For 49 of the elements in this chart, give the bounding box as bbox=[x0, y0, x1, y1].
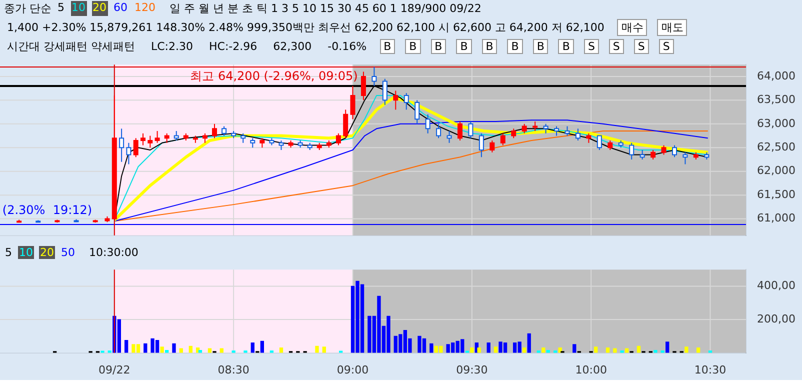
y-tick-label: 64,000 bbox=[757, 69, 796, 82]
text: 60 bbox=[112, 1, 128, 16]
x-tick-label: 09:00 bbox=[336, 363, 369, 376]
text: 62,300 bbox=[272, 40, 313, 53]
text: B bbox=[456, 39, 472, 54]
x-tick-label: 09/22 bbox=[98, 363, 130, 376]
text: 5 bbox=[56, 1, 66, 16]
text: 10 bbox=[18, 246, 34, 259]
y-tick-label: 63,500 bbox=[757, 93, 796, 106]
text: B bbox=[532, 39, 548, 54]
y-tick-label: 63,000 bbox=[757, 116, 796, 130]
text: HC:-2.96 bbox=[208, 40, 258, 53]
text: B bbox=[558, 39, 574, 54]
x-tick-label: 09:30 bbox=[456, 363, 488, 376]
annotation: (2.30% 19:12) bbox=[2, 202, 92, 217]
text: S bbox=[608, 39, 624, 54]
text: 10:30:00 bbox=[88, 246, 140, 259]
y-tick-label: 61,500 bbox=[757, 188, 796, 201]
x-tick-label: 08:30 bbox=[218, 363, 250, 376]
text: 20 bbox=[92, 1, 108, 16]
text: 120 bbox=[134, 1, 156, 16]
legend-title: 종가 단순 bbox=[4, 1, 52, 16]
y-tick-label: 61,000 bbox=[757, 212, 796, 225]
text: 일 주 월 년 분 초 틱 1 3 5 10 15 30 45 60 1 189/900 09/22 bbox=[168, 1, 482, 16]
text: S bbox=[634, 39, 649, 54]
y-tick-label: 62,000 bbox=[757, 164, 796, 178]
text: 1,400 +2.30% 15,879,261 148.30% 2.48% 999,350백만 최우선 62,200 62,100 시 62,600 고 64,200 저 62,100 bbox=[6, 20, 606, 35]
x-tick-label: 10:00 bbox=[575, 363, 607, 376]
text: 10 bbox=[70, 1, 86, 16]
text: 매도 bbox=[657, 19, 688, 36]
text: 5 bbox=[4, 246, 13, 259]
y-tick-label: 200,00 bbox=[757, 312, 796, 326]
text: B bbox=[482, 39, 498, 54]
y-tick-label: 62,500 bbox=[757, 140, 796, 154]
text: B bbox=[380, 39, 396, 54]
x-tick-label: 10:30 bbox=[694, 363, 726, 376]
text: 50 bbox=[60, 246, 76, 259]
text: S bbox=[658, 39, 674, 54]
text: S bbox=[584, 39, 599, 54]
text: B bbox=[507, 39, 523, 54]
annotation: 최고 64,200 (-2.96%, 09:05) bbox=[190, 69, 358, 84]
text: B bbox=[405, 39, 421, 54]
text: -0.16% bbox=[326, 40, 368, 53]
text: 시간대 강세패턴 약세패턴 bbox=[6, 39, 136, 54]
text: 매수 bbox=[617, 19, 648, 36]
text: LC:2.30 bbox=[150, 40, 194, 53]
y-tick-label: 400,00 bbox=[757, 279, 796, 292]
text: B bbox=[430, 39, 446, 54]
text: 20 bbox=[39, 246, 55, 259]
